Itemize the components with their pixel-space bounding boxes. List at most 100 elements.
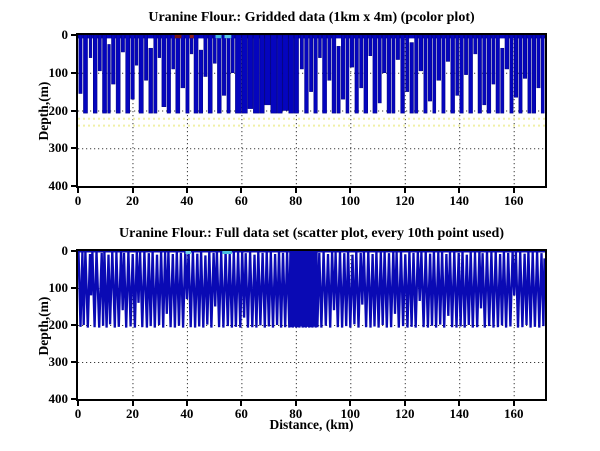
pcolor-x-tick-label: 40 <box>180 193 194 208</box>
pcolor-column <box>377 35 382 104</box>
pcolor-column <box>282 35 289 111</box>
pcolor-column <box>198 49 203 114</box>
scatter-y-tick <box>71 287 76 289</box>
pcolor-column <box>277 35 283 114</box>
scatter-x-tick-label: 60 <box>234 406 248 421</box>
scatter-axes <box>76 249 547 401</box>
pcolor-column <box>359 35 364 89</box>
scatter-x-tick-label: 80 <box>289 406 303 421</box>
pcolor-column <box>193 35 199 114</box>
pcolor-column <box>171 35 175 70</box>
pcolor-column <box>441 35 446 114</box>
pcolor-column <box>522 35 528 79</box>
pcolor-column <box>166 35 171 114</box>
pcolor-column <box>253 35 260 114</box>
pcolor-column <box>491 35 496 85</box>
pcolor-column <box>235 35 242 114</box>
pcolor-column <box>157 35 162 58</box>
pcolor-column <box>513 35 519 98</box>
pcolor-column <box>349 35 355 68</box>
pcolor-column <box>175 35 181 114</box>
pcolor-column <box>180 35 185 89</box>
pcolor-column <box>247 35 254 109</box>
pcolor-column <box>161 35 167 107</box>
pcolor-column <box>313 35 318 114</box>
pcolor-column <box>134 35 139 66</box>
pcolor-x-tick <box>240 188 243 193</box>
pcolor-column <box>153 35 158 114</box>
pcolor-column <box>391 35 396 114</box>
pcolor-y-tick <box>71 147 76 150</box>
pcolor-column <box>318 35 322 58</box>
pcolor-column <box>264 35 271 106</box>
pcolor-column <box>125 35 130 114</box>
scatter-x-tick <box>77 401 79 406</box>
pcolor-column <box>345 35 350 114</box>
pcolor-surface-accent <box>224 35 232 39</box>
pcolor-column <box>368 35 373 57</box>
scatter-y-tick-label: 200 <box>48 317 69 332</box>
pcolor-column <box>459 35 464 114</box>
pcolor-column <box>464 35 468 75</box>
pcolor-column <box>509 35 514 114</box>
scatter-y-tick-label: 100 <box>48 280 69 295</box>
pcolor-y-tick-label: 400 <box>48 178 69 193</box>
pcolor-column <box>293 35 299 114</box>
scatter-x-tick <box>403 401 406 406</box>
pcolor-surface-accent <box>189 35 194 39</box>
pcolor-column <box>138 35 144 114</box>
scatter-x-tick <box>294 401 297 406</box>
pcolor-column <box>436 35 441 81</box>
pcolor-column <box>97 35 102 72</box>
pcolor-column <box>527 35 532 114</box>
pcolor-column <box>304 35 309 114</box>
scatter-canvas <box>78 251 545 399</box>
pcolor-x-tick <box>185 188 188 193</box>
pcolor-column <box>288 35 294 114</box>
scatter-surface-accent <box>222 251 232 254</box>
pcolor-column <box>540 35 545 114</box>
scatter-x-tick-label: 20 <box>126 406 139 421</box>
scatter-x-tick <box>512 401 515 406</box>
pcolor-column <box>336 46 341 114</box>
scatter-x-tick-label: 0 <box>74 406 82 421</box>
scatter-y-tick-label: 0 <box>61 243 69 258</box>
pcolor-column <box>477 35 482 114</box>
pcolor-column <box>504 35 510 70</box>
scatter-y-tick <box>71 398 76 400</box>
pcolor-column <box>455 35 459 96</box>
pcolor-column <box>322 35 327 114</box>
pcolor-column <box>144 35 148 81</box>
pcolor-column <box>217 35 222 114</box>
pcolor-column <box>363 35 368 114</box>
pcolor-column <box>409 42 414 114</box>
pcolor-column <box>468 35 473 114</box>
pcolor-x-tick <box>77 188 79 193</box>
pcolor-x-tick-label: 100 <box>340 193 361 208</box>
pcolor-column <box>241 35 248 114</box>
pcolor-column <box>78 35 83 94</box>
pcolor-column <box>445 35 450 62</box>
pcolor-y-tick <box>71 109 76 112</box>
x-axis-label: Distance, (km) <box>269 417 354 432</box>
pcolor-column <box>473 35 478 55</box>
pcolor-column <box>121 35 125 53</box>
pcolor-plot-title: Uranine Flour.: Gridded data (1km x 4m) … <box>148 10 475 25</box>
pcolor-column <box>327 35 332 81</box>
pcolor-column <box>115 35 121 114</box>
pcolor-column <box>102 35 107 114</box>
pcolor-x-tick <box>403 188 406 193</box>
pcolor-column <box>500 47 505 114</box>
pcolor-y-tick-label: 200 <box>48 102 69 118</box>
pcolor-axes <box>76 33 547 188</box>
pcolor-y-tick-label: 300 <box>48 140 69 156</box>
scatter-x-tick-label: 160 <box>503 406 524 421</box>
pcolor-x-tick-label: 140 <box>449 193 469 208</box>
pcolor-column <box>83 35 88 114</box>
pcolor-column <box>226 35 231 114</box>
pcolor-surface-accent <box>174 35 182 39</box>
pcolor-x-tick-label: 60 <box>234 193 248 208</box>
pcolor-column <box>386 35 392 114</box>
pcolor-column <box>213 35 217 64</box>
scatter-x-tick <box>131 401 134 406</box>
